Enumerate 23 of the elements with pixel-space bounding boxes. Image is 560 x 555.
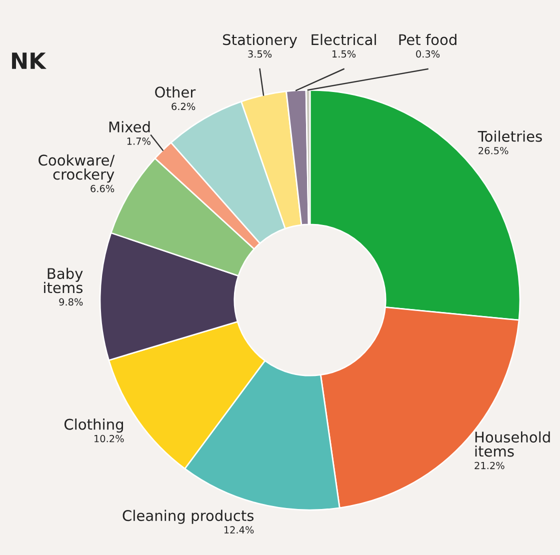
data-label: 10.2%	[94, 434, 124, 442]
slice-label: Toiletries	[478, 130, 542, 142]
data-label: 9.8%	[59, 298, 83, 306]
slice-label: Cookware/ crockery	[38, 154, 115, 183]
data-label: 6.2%	[172, 102, 196, 110]
data-label: 21.2%	[474, 462, 504, 470]
data-label: 0.3%	[416, 50, 440, 58]
data-label: 26.5%	[478, 146, 508, 154]
data-label: 3.5%	[248, 50, 272, 58]
data-label: 6.6%	[90, 184, 114, 192]
data-label: 1.7%	[127, 138, 150, 145]
text: NK	[12, 52, 46, 69]
slice-label: Cleaning products	[122, 510, 254, 524]
slice-label: Electrical	[312, 34, 376, 46]
slice-label: Stationery	[223, 34, 298, 48]
slice-label: Baby items	[44, 268, 83, 294]
slice-label: Mixed	[109, 121, 150, 132]
slice-label: Other	[155, 86, 196, 98]
slice-label: Pet food	[399, 34, 456, 46]
slice-label: Clothing	[64, 418, 123, 433]
slice-label: Household items	[475, 431, 550, 457]
data-label: 1.5%	[332, 50, 356, 58]
data-label: 12.4%	[224, 526, 254, 534]
